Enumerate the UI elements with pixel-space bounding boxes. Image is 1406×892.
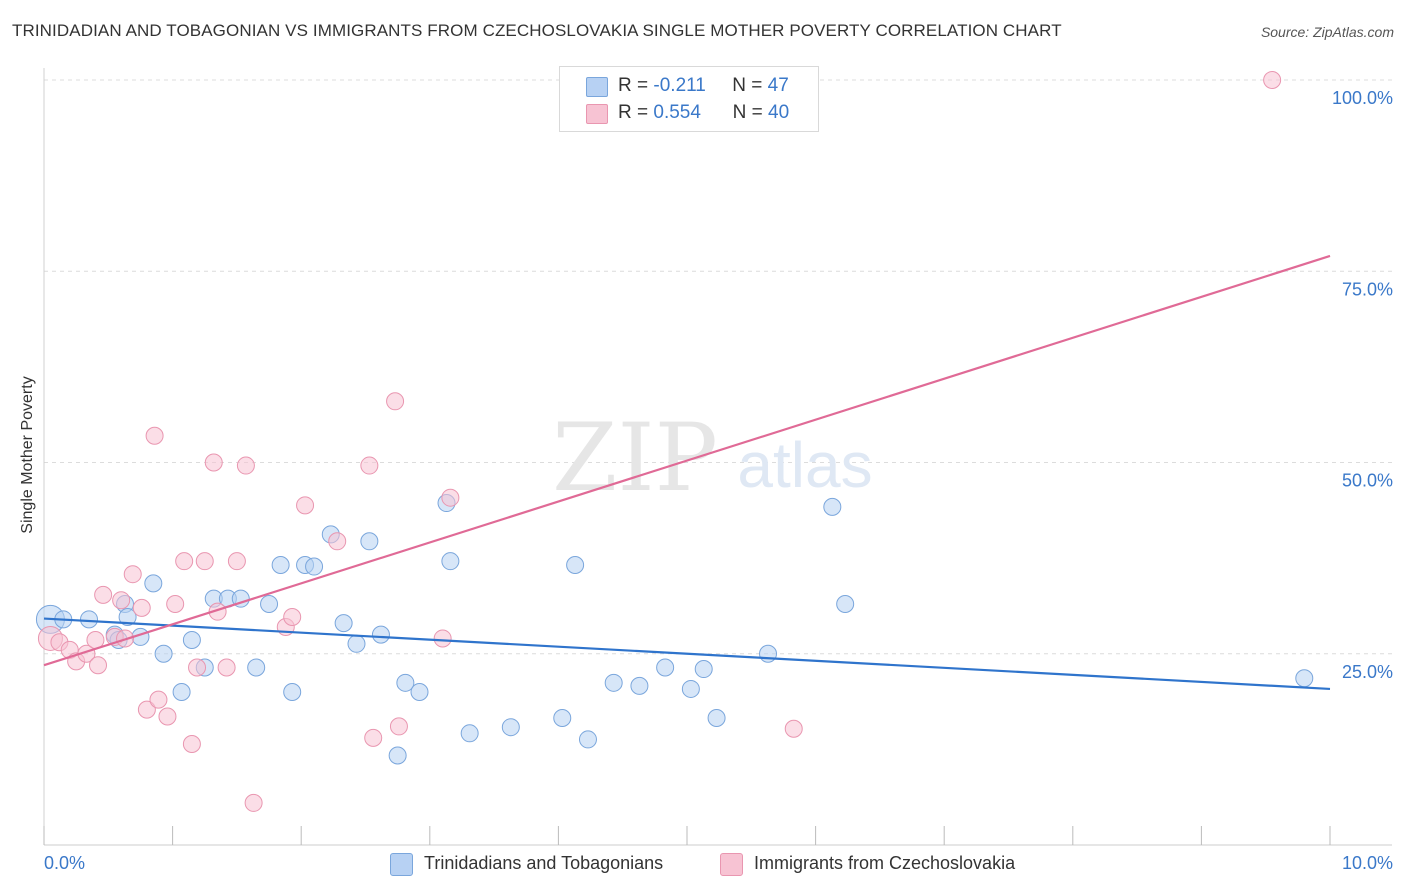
blue-swatch bbox=[586, 77, 608, 97]
data-point bbox=[244, 793, 263, 812]
data-point bbox=[217, 658, 236, 677]
data-point bbox=[823, 497, 842, 516]
data-point bbox=[759, 644, 778, 663]
y-tick-labels: 25.0% 50.0% 75.0% 100.0% bbox=[1332, 88, 1393, 682]
grid-lines bbox=[44, 79, 1392, 655]
r-value: 0.554 bbox=[653, 102, 701, 123]
n-label: N = bbox=[732, 75, 763, 96]
data-point bbox=[553, 709, 572, 728]
data-point bbox=[145, 426, 164, 445]
data-point bbox=[118, 608, 137, 627]
data-point bbox=[188, 658, 207, 677]
data-point bbox=[347, 634, 366, 653]
data-point bbox=[204, 453, 223, 472]
x-tick-label: 0.0% bbox=[44, 853, 85, 873]
data-point bbox=[371, 625, 390, 644]
legend-label: Immigrants from Czechoslovakia bbox=[754, 853, 1016, 873]
data-point bbox=[175, 552, 194, 571]
n-value: 47 bbox=[767, 75, 789, 96]
data-point bbox=[441, 488, 460, 507]
data-point bbox=[89, 656, 108, 675]
blue-swatch bbox=[390, 853, 413, 876]
data-point bbox=[784, 719, 803, 738]
data-point bbox=[283, 683, 302, 701]
data-point bbox=[144, 574, 163, 593]
data-point bbox=[123, 565, 142, 584]
data-point bbox=[227, 552, 246, 571]
data-point bbox=[388, 746, 407, 765]
axes bbox=[43, 68, 1392, 846]
pink-swatch bbox=[586, 104, 608, 124]
pink-swatch bbox=[720, 853, 743, 876]
data-point bbox=[566, 556, 585, 575]
data-point bbox=[386, 392, 405, 411]
n-value: 40 bbox=[768, 102, 790, 123]
data-point bbox=[360, 532, 379, 551]
legend-label: Trinidadians and Tobagonians bbox=[424, 853, 664, 873]
data-point bbox=[460, 724, 479, 743]
r-label: R = bbox=[618, 102, 649, 123]
data-point bbox=[433, 629, 452, 648]
trend-lines bbox=[43, 254, 1331, 691]
data-point bbox=[694, 660, 713, 679]
y-tick-label: 25.0% bbox=[1342, 662, 1393, 682]
x-tick-labels: 0.0% 10.0% bbox=[44, 853, 1393, 873]
data-point bbox=[166, 595, 185, 614]
y-tick-label: 75.0% bbox=[1342, 279, 1393, 299]
data-point bbox=[158, 707, 177, 726]
source-note: Source: ZipAtlas.com bbox=[1260, 24, 1394, 40]
data-point bbox=[836, 595, 855, 614]
data-point bbox=[154, 644, 173, 663]
data-point bbox=[681, 679, 700, 698]
data-point bbox=[236, 456, 255, 475]
data-point bbox=[578, 730, 597, 749]
stats-legend: R = -0.211 N = 47 R = 0.554 N = 40 bbox=[559, 66, 819, 132]
data-point bbox=[305, 557, 324, 576]
watermark: ZIP atlas bbox=[552, 404, 872, 513]
y-axis-label: Single Mother Poverty bbox=[19, 376, 36, 534]
data-point bbox=[132, 598, 151, 617]
trend-line bbox=[43, 617, 1331, 691]
r-value: -0.211 bbox=[653, 75, 706, 96]
data-point bbox=[137, 700, 156, 719]
data-point bbox=[334, 614, 353, 633]
chart-title: TRINIDADIAN AND TOBAGONIAN VS IMMIGRANTS… bbox=[12, 21, 1062, 40]
data-point bbox=[396, 673, 415, 692]
data-point bbox=[271, 556, 290, 575]
series-czechoslovakia bbox=[37, 71, 1282, 812]
data-point bbox=[630, 676, 649, 695]
data-point bbox=[260, 595, 279, 614]
trend-line bbox=[43, 254, 1331, 667]
data-point bbox=[360, 456, 379, 475]
data-point bbox=[80, 610, 99, 629]
data-point bbox=[1295, 669, 1314, 688]
data-point bbox=[328, 532, 347, 551]
data-point bbox=[195, 552, 214, 571]
data-point bbox=[182, 630, 201, 649]
data-point bbox=[296, 496, 315, 515]
y-tick-label: 100.0% bbox=[1332, 88, 1393, 108]
data-point bbox=[112, 591, 131, 610]
data-point bbox=[410, 683, 429, 701]
data-point bbox=[389, 717, 408, 736]
x-tick-label: 10.0% bbox=[1342, 853, 1393, 873]
n-label: N = bbox=[732, 102, 763, 123]
data-point bbox=[283, 608, 302, 627]
data-point bbox=[1263, 71, 1282, 89]
data-point bbox=[182, 735, 201, 754]
data-point bbox=[656, 658, 675, 677]
data-point bbox=[501, 718, 520, 737]
data-point bbox=[604, 673, 623, 692]
data-point bbox=[707, 709, 726, 728]
data-point bbox=[247, 658, 266, 677]
data-point bbox=[94, 585, 113, 604]
data-point bbox=[364, 728, 383, 747]
y-tick-label: 50.0% bbox=[1342, 471, 1393, 491]
data-point bbox=[149, 690, 168, 709]
r-label: R = bbox=[618, 75, 649, 96]
watermark-atlas: atlas bbox=[737, 429, 872, 501]
data-point bbox=[172, 683, 191, 701]
data-point bbox=[441, 552, 460, 571]
